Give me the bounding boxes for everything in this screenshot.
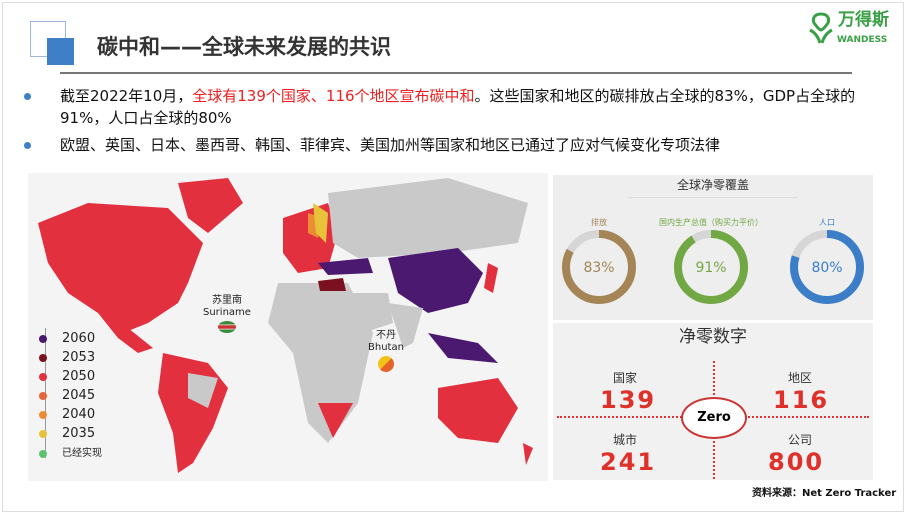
bullet-icon: [24, 93, 31, 100]
emissions-label: 排放: [591, 218, 607, 227]
india: [388, 303, 423, 348]
bhutan-label-cn: 不丹: [375, 330, 396, 341]
south-america-grey: [188, 373, 218, 408]
australia: [438, 378, 518, 443]
bullet-icon: [24, 142, 31, 149]
coverage-ring-fill: [674, 230, 748, 304]
legend-item: 2060: [39, 331, 95, 347]
greenland: [178, 178, 243, 233]
suriname-flag-icon: [217, 321, 236, 333]
legend-item: 2035: [39, 426, 95, 442]
netzero-title: 净零数字: [679, 327, 747, 347]
legend-item: 2040: [39, 407, 95, 423]
new-zealand: [523, 443, 533, 465]
russia-purple: [318, 258, 373, 275]
coverage-ring-fill: [562, 230, 636, 304]
cities-label: 城市: [613, 433, 638, 447]
gdp-label: 国内生产总值（购买力平价）: [659, 218, 763, 227]
bhutan-label-en: Bhutan: [368, 342, 404, 353]
coverage-title: 全球净零覆盖: [676, 178, 749, 192]
coverage-ring: 91%: [673, 229, 749, 305]
russia: [328, 178, 528, 258]
suriname-label-en: Suriname: [203, 307, 251, 318]
south-america: [158, 353, 228, 473]
suriname-label-cn: 苏里南: [211, 295, 242, 306]
suriname-callout: 苏里南 Suriname: [203, 295, 251, 335]
coverage-ring-value: 91%: [695, 260, 726, 276]
bhutan-flag-icon: [377, 356, 394, 372]
bhutan-callout: 不丹 Bhutan: [368, 330, 404, 374]
netzero-panel: 净零数字 国家 139 地区 116 城市 241 公司 800 Zero: [553, 323, 873, 480]
coverage-ring: 80%: [789, 229, 865, 305]
coverage-ring-fill: [790, 230, 864, 304]
legend-item: 2050: [39, 369, 95, 385]
coverage-ring-value: 80%: [811, 260, 842, 276]
regions-label: 地区: [788, 371, 813, 385]
logo: 万得斯 WANDESS: [808, 10, 900, 48]
map-legend: 2060 2053 2050 2045 2040 2035 已经实现: [30, 328, 155, 470]
source-note: 资料来源：Net Zero Tracker: [752, 488, 897, 499]
coverage-ring-value: 83%: [583, 260, 614, 276]
north-america: [38, 203, 203, 333]
china: [388, 248, 483, 313]
finland: [313, 203, 328, 243]
legend-item: 2045: [39, 388, 95, 404]
world-map-graphic: [38, 178, 533, 473]
japan: [484, 263, 498, 293]
zero-badge: Zero: [681, 397, 747, 439]
bullet-text: 截至2022年10月，: [60, 87, 193, 105]
population-label: 人口: [819, 218, 835, 227]
middle-east: [348, 293, 393, 333]
legend-item: 已经实现: [39, 447, 102, 461]
title-decoration-filled: [47, 38, 74, 65]
cities-value: 241: [600, 448, 657, 476]
coverage-ring: 83%: [561, 229, 637, 305]
africa-red: [318, 403, 353, 438]
companies-label: 公司: [788, 433, 813, 447]
regions-value: 116: [773, 386, 830, 414]
page-title: 碳中和——全球未来发展的共识: [97, 35, 391, 59]
southeast-asia: [428, 333, 498, 363]
title-divider: [60, 72, 852, 74]
bullet-highlight: 全球有139个国家、116个地区宣布碳中和: [192, 87, 475, 105]
countries-label: 国家: [613, 371, 638, 385]
bullet-text: 欧盟、英国、日本、墨西哥、韩国、菲律宾、美国加州等国家和地区已通过了应对气候变化…: [60, 136, 721, 154]
turkey: [318, 278, 346, 291]
countries-value: 139: [600, 386, 657, 414]
logo-subtext: WANDESS: [837, 35, 888, 45]
logo-text: 万得斯: [838, 10, 889, 30]
companies-value: 800: [768, 448, 825, 476]
coverage-panel: 全球净零覆盖 排放 国内生产总值（购买力平价） 人口 83% 91% 80%: [553, 175, 873, 320]
world-map: 苏里南 Suriname 不丹 Bhutan: [28, 173, 548, 481]
bullet-text: 。这些国家和地区的碳排放占全球的83%，GDP占全球的91%，人口占全球的80%: [60, 87, 856, 127]
mexico: [98, 313, 153, 353]
sprout-logo-icon: [809, 12, 833, 44]
legend-item: 2053: [39, 350, 95, 366]
